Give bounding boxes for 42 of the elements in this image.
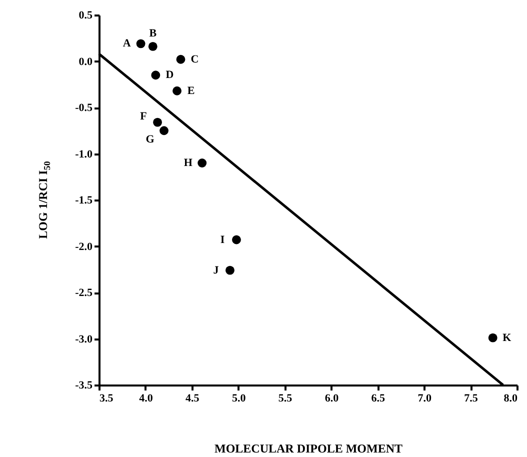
annotation: B [149,27,158,40]
point [226,266,234,275]
x-tick-label: 7.0 [418,392,432,404]
x-tick-label: 6.5 [371,392,386,404]
point [488,333,498,342]
x-tick-label: 7.5 [464,392,478,404]
y-tick-label: -0.5 [75,102,93,114]
x-tick-label: 4.0 [139,392,154,404]
point [153,118,162,127]
point [172,86,182,96]
annotation: H [184,157,193,169]
annotation: C [190,53,199,66]
annotation: J [213,264,220,276]
point [176,54,186,64]
y-tick-label: -3.5 [75,380,93,392]
y-tick-label: -3.0 [75,333,93,346]
y-tick-label: -1.0 [75,148,93,160]
y-tick-label: -1.5 [75,194,93,206]
y-tick-label: -2.5 [75,287,93,299]
x-tick-label: 4.5 [186,392,200,404]
point [160,126,168,136]
annotation: G [146,134,155,146]
point [148,42,158,51]
y-tick-label: -2.0 [75,240,93,253]
point [198,158,207,168]
point [232,235,241,244]
x-tick-label: 5.5 [278,392,293,404]
x-tick-label: 3.5 [100,392,114,404]
annotation: F [140,110,148,122]
point [151,70,160,80]
y-tick-label: 0.5 [78,10,93,22]
point [136,39,146,48]
y-tick-label: 0.0 [78,56,93,68]
x-tick-label: 6.0 [324,392,340,404]
annotation: A [122,38,131,50]
x-tick-label: 8.0 [504,392,518,404]
annotation: I [220,234,225,246]
annotation: D [166,69,174,82]
annotation: E [187,84,195,97]
x-axis-title: MOLECULAR DIPOLE MOMENT [214,442,403,456]
x-tick-label: 5.0 [232,392,246,404]
annotation: K [502,332,512,344]
